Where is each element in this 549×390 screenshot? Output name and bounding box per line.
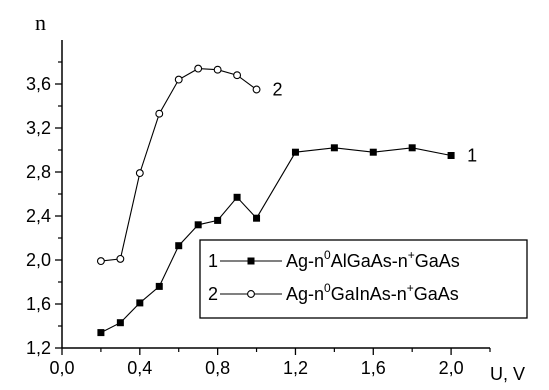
y-tick-label: 3,6: [26, 74, 51, 94]
series-1-point: [214, 216, 222, 224]
series-labels: 12: [273, 80, 478, 166]
legend-marker: [247, 290, 255, 298]
series-1-point: [97, 329, 105, 337]
series-1-point: [369, 148, 377, 156]
y-axis-title: n: [35, 10, 46, 35]
series-2-point: [174, 75, 183, 84]
series-2-point: [135, 169, 144, 178]
legend: 1 Ag-n0AlGaAs-n+GaAs 2 Ag-n0GaInAs-n+GaAs: [199, 239, 528, 319]
y-tick-label: 2,8: [26, 162, 51, 182]
series-1-point: [233, 193, 241, 201]
y-tick-label: 1,2: [26, 338, 51, 358]
series-2-point: [233, 71, 242, 80]
series-1-point: [175, 242, 183, 250]
legend-label: Ag-n0AlGaAs-n+GaAs: [286, 248, 460, 271]
x-tick-label: 2,0: [439, 358, 464, 378]
y-tick-label: 2,4: [26, 206, 51, 226]
series-1-point: [330, 144, 338, 152]
axes: 0,0 0,4 0,8 1,2 1,6 2,0 1,2 1,6 2,0 2,4 2,8 3,2 3,6: [26, 40, 491, 378]
series-1-point: [291, 148, 299, 156]
series-1-point: [155, 282, 163, 290]
x-tick-label: 0,4: [127, 358, 152, 378]
series-1-label: 1: [467, 146, 477, 166]
legend-number: 2: [208, 284, 218, 304]
series-1-point: [408, 144, 416, 152]
series-1-point: [136, 299, 144, 307]
series-markers: [96, 64, 455, 337]
series-2-point: [96, 257, 105, 266]
series-1-point: [194, 221, 202, 229]
y-tick-label: 2,0: [26, 250, 51, 270]
series-2-point: [213, 65, 222, 74]
x-tick-label: 0,8: [205, 358, 230, 378]
series-1-point: [253, 214, 261, 222]
x-axis-title: U, V: [490, 364, 525, 384]
legend-number: 1: [208, 251, 218, 271]
series-2-point: [155, 109, 164, 118]
x-tick-label: 0,0: [49, 358, 74, 378]
series-2-point: [252, 85, 261, 94]
series-2-label: 2: [273, 80, 283, 100]
series-2-line: [100, 68, 257, 262]
series-1-point: [447, 152, 455, 159]
y-tick-label: 1,6: [26, 294, 51, 314]
legend-marker: [247, 257, 255, 265]
series-2-point: [194, 64, 203, 73]
y-tick-label: 3,2: [26, 118, 51, 138]
series-1-point: [116, 319, 124, 327]
legend-label: Ag-n0GaInAs-n+GaAs: [286, 281, 459, 304]
series-2-point: [116, 254, 125, 263]
x-tick-label: 1,2: [283, 358, 308, 378]
legend-box: [199, 239, 528, 319]
x-tick-label: 1,6: [361, 358, 386, 378]
